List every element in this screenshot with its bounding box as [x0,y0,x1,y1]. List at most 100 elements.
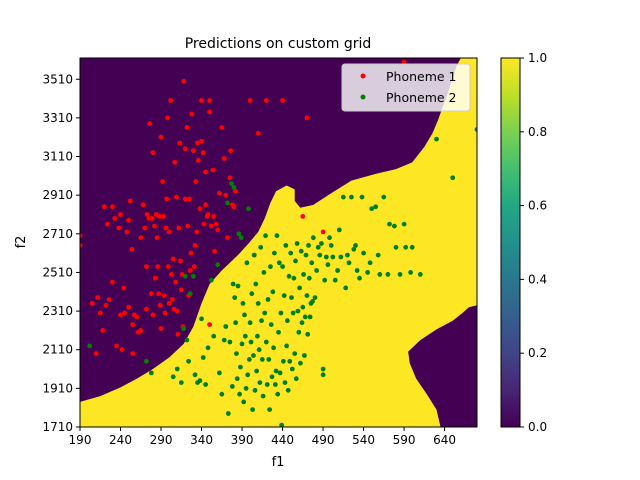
point-phoneme-1 [263,98,269,103]
point-phoneme-2 [234,351,239,356]
point-phoneme-1 [110,204,115,210]
point-phoneme-1 [110,279,115,285]
y-tick-label: 3310 [42,111,73,125]
point-phoneme-2 [270,289,276,295]
point-phoneme-1 [175,331,181,337]
x-tick-label: 390 [231,433,254,447]
point-phoneme-2 [296,329,302,335]
point-phoneme-2 [186,358,192,364]
point-phoneme-2 [306,243,311,248]
point-phoneme-2 [353,243,358,248]
point-phoneme-2 [199,316,204,322]
point-phoneme-1 [178,258,183,264]
point-phoneme-2 [253,281,259,287]
point-phoneme-2 [261,270,267,275]
point-phoneme-2 [272,250,277,256]
point-phoneme-1 [191,264,197,269]
legend-marker-phoneme-2 [360,94,366,100]
point-phoneme-2 [144,358,149,364]
point-phoneme-1 [127,198,133,204]
y-tick-label: 2910 [42,188,73,202]
chart-title: Predictions on custom grid [185,36,372,52]
plot-area [80,58,477,427]
point-phoneme-2 [267,407,272,412]
x-axis: 190 240 290 340 390 440 490 540 590 640 [69,427,456,447]
point-phoneme-1 [161,214,166,219]
point-phoneme-1 [154,235,160,241]
point-phoneme-1 [207,109,213,115]
point-phoneme-2 [335,268,340,273]
point-phoneme-1 [212,248,217,254]
point-phoneme-2 [182,273,188,279]
point-phoneme-1 [170,256,176,262]
point-phoneme-1 [217,190,222,196]
point-phoneme-2 [305,331,311,337]
point-phoneme-2 [266,357,272,362]
colorbar-tick-label: 0.8 [528,125,547,139]
point-phoneme-2 [338,254,344,260]
point-phoneme-1 [207,322,213,327]
point-phoneme-2 [245,372,251,378]
x-tick-label: 240 [109,433,132,447]
point-phoneme-2 [298,360,303,366]
point-phoneme-1 [208,223,214,229]
point-phoneme-2 [408,270,413,275]
point-phoneme-1 [112,216,118,221]
point-phoneme-2 [474,127,477,132]
point-phoneme-1 [106,297,112,302]
point-phoneme-2 [279,422,285,427]
point-phoneme-2 [340,194,346,200]
point-phoneme-2 [323,254,329,260]
y-tick-label: 2110 [42,343,73,357]
point-phoneme-1 [142,225,148,231]
point-phoneme-1 [320,229,326,235]
y-tick-label: 3110 [42,150,73,164]
point-phoneme-2 [387,221,392,227]
point-phoneme-2 [403,244,409,250]
point-phoneme-2 [284,343,289,349]
point-phoneme-1 [100,328,106,333]
y-tick-label: 1910 [42,381,73,395]
point-phoneme-2 [234,376,240,382]
point-phoneme-2 [225,411,231,416]
point-phoneme-1 [177,140,183,146]
point-phoneme-1 [144,306,149,312]
point-phoneme-2 [397,272,403,277]
point-phoneme-1 [144,212,150,217]
point-phoneme-2 [276,329,281,335]
point-phoneme-2 [401,221,407,227]
point-phoneme-2 [351,246,357,252]
point-phoneme-2 [170,374,176,380]
x-tick-label: 190 [69,433,92,447]
x-axis-label: f1 [272,455,285,470]
point-phoneme-1 [210,167,216,173]
point-phoneme-2 [327,235,332,241]
point-phoneme-2 [300,304,306,310]
point-phoneme-2 [354,268,360,273]
point-phoneme-1 [149,216,155,221]
point-phoneme-1 [172,159,178,165]
point-phoneme-2 [251,353,256,358]
point-phoneme-1 [203,202,209,208]
point-phoneme-1 [163,225,169,231]
point-phoneme-1 [101,204,107,210]
point-phoneme-1 [173,279,179,285]
point-phoneme-2 [255,301,261,306]
point-phoneme-2 [238,235,244,241]
point-phoneme-1 [233,188,239,194]
point-phoneme-2 [271,345,276,351]
point-phoneme-1 [93,351,99,356]
point-phoneme-2 [243,386,249,391]
point-phoneme-2 [295,308,301,314]
point-phoneme-2 [260,393,266,399]
colorbar-gradient [500,57,521,428]
point-phoneme-2 [285,387,291,393]
point-phoneme-1 [185,223,191,229]
point-phoneme-1 [223,192,229,198]
point-phoneme-1 [124,229,130,235]
point-phoneme-1 [80,243,83,248]
point-phoneme-1 [80,233,83,239]
point-phoneme-1 [197,206,203,212]
point-phoneme-2 [229,181,234,187]
point-phoneme-2 [307,314,313,320]
